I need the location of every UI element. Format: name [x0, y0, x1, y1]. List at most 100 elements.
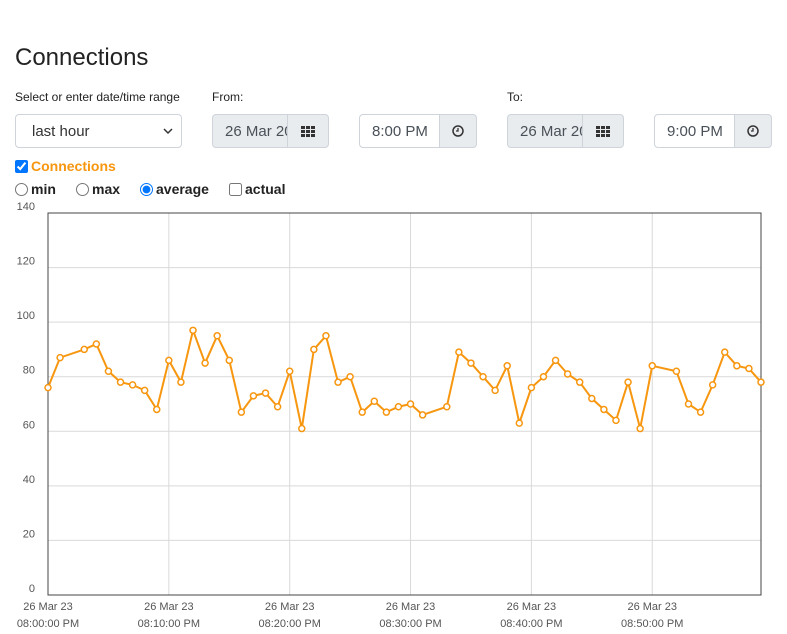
page-title: Connections [15, 44, 149, 71]
data-point [310, 345, 318, 354]
data-point [128, 381, 137, 389]
data-point [515, 419, 524, 427]
x-tick-label: 08:50:00 PM [621, 618, 683, 630]
data-point [56, 353, 64, 362]
x-tick-label: 26 Mar 23 [386, 601, 436, 613]
data-point [370, 397, 379, 406]
data-point [225, 356, 234, 365]
data-point [285, 367, 294, 376]
from-clock-button[interactable] [439, 114, 477, 148]
y-tick-label: 120 [17, 256, 35, 268]
to-time-value: 9:00 PM [667, 122, 723, 140]
data-point [720, 348, 729, 356]
option-actual[interactable]: actual [229, 181, 285, 197]
x-tick-label: 26 Mar 23 [507, 601, 557, 613]
data-point [298, 424, 306, 433]
plot-border [47, 212, 762, 596]
to-label: To: [507, 90, 524, 104]
calendar-icon [301, 125, 315, 137]
to-time[interactable]: 9:00 PM [654, 114, 735, 148]
data-point [165, 356, 173, 365]
to-clock-button[interactable] [734, 114, 772, 148]
x-tick-label: 26 Mar 23 [265, 601, 315, 613]
radio[interactable] [76, 182, 89, 196]
data-point [201, 359, 209, 367]
range-label: Select or enter date/time range [15, 90, 180, 104]
data-point [358, 408, 366, 416]
data-point [648, 362, 656, 370]
option-label: actual [245, 181, 286, 197]
x-tick-label: 08:30:00 PM [379, 618, 441, 630]
y-tick-label: 60 [23, 419, 35, 431]
x-tick-label: 08:40:00 PM [500, 618, 562, 630]
to-date[interactable]: 26 Mar 2023 [507, 114, 583, 148]
option-label: max [92, 181, 121, 197]
radio[interactable] [15, 182, 28, 196]
data-point [600, 405, 608, 414]
series-line [47, 326, 762, 429]
data-point [563, 370, 572, 378]
data-point [322, 332, 330, 340]
data-point [116, 378, 125, 386]
from-date-value: 26 Mar 2023 [225, 122, 287, 140]
y-tick-label: 40 [23, 474, 35, 486]
y-tick-label: 20 [23, 528, 35, 540]
data-point [44, 383, 52, 392]
data-point [237, 408, 246, 416]
data-point [104, 367, 113, 376]
data-point [273, 402, 282, 411]
from-time[interactable]: 8:00 PM [359, 114, 440, 148]
x-tick-label: 08:20:00 PM [259, 618, 321, 630]
data-point [745, 364, 753, 373]
y-tick-label: 80 [23, 365, 35, 377]
radio[interactable] [140, 182, 153, 196]
data-point [467, 359, 475, 367]
from-calendar-button[interactable] [287, 114, 329, 148]
data-point [334, 378, 342, 386]
option-label: average [156, 181, 209, 197]
from-label: From: [212, 90, 244, 104]
y-tick-label: 0 [29, 583, 35, 595]
data-point [177, 378, 185, 386]
data-point [213, 332, 221, 340]
data-point [551, 356, 560, 365]
chevron [163, 128, 173, 135]
data-point [636, 424, 644, 433]
option-min[interactable]: min [15, 181, 56, 197]
data-point [455, 348, 463, 356]
data-point [491, 386, 499, 395]
data-point [140, 386, 149, 395]
data-point [80, 345, 89, 354]
data-point [382, 408, 391, 416]
data-point [394, 402, 403, 411]
data-point [418, 411, 427, 419]
data-point [539, 372, 548, 381]
data-point [612, 416, 620, 425]
calendar-icon [596, 125, 610, 137]
to-date-value: 26 Mar 2023 [520, 122, 582, 140]
series-name: Connections [31, 158, 116, 174]
data-point [153, 405, 161, 414]
y-tick-label: 100 [17, 310, 35, 322]
option-average[interactable]: average [140, 181, 209, 197]
data-point [733, 362, 741, 370]
checkbox[interactable] [229, 182, 242, 196]
from-time-value: 8:00 PM [372, 122, 428, 140]
data-point [346, 372, 354, 381]
from-date[interactable]: 26 Mar 2023 [212, 114, 288, 148]
data-point [624, 378, 632, 386]
x-tick-label: 08:00:00 PM [17, 618, 79, 630]
range-select[interactable]: last hour [15, 114, 182, 148]
option-max[interactable]: max [76, 181, 120, 197]
series-toggle[interactable]: Connections [15, 158, 116, 174]
x-tick-label: 26 Mar 23 [627, 601, 677, 613]
series-checkbox[interactable] [15, 159, 28, 173]
y-tick-label: 140 [17, 201, 35, 213]
clock-icon [747, 125, 759, 137]
x-tick-label: 26 Mar 23 [144, 601, 194, 613]
data-point [92, 340, 101, 348]
data-point [684, 400, 693, 408]
to-calendar-button[interactable] [582, 114, 624, 148]
clock-icon [452, 125, 464, 137]
